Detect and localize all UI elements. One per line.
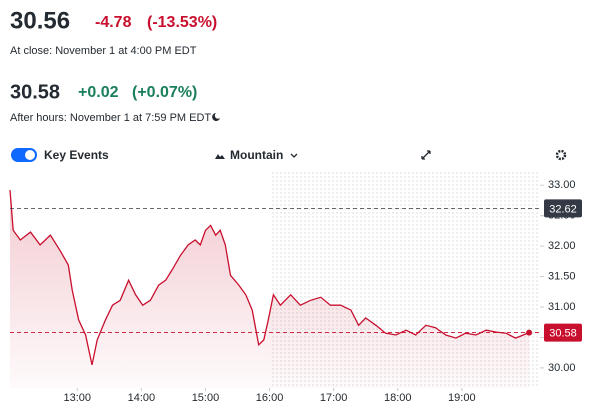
toggle-knob (25, 150, 35, 160)
chart-style[interactable]: Mountain (230, 148, 283, 162)
x-tick-label: 18:00 (384, 392, 412, 404)
x-tick-label: 19:00 (448, 392, 476, 404)
toggle-label[interactable]: Key Events (44, 148, 109, 162)
x-tick-label: 16:00 (256, 392, 284, 404)
after-change-percent: (+0.07%) (132, 84, 197, 101)
y-tick-label: 32.00 (548, 240, 576, 252)
settings-icon[interactable] (555, 149, 567, 161)
close-note: At close: November 1 at 4:00 PM EDT (10, 45, 197, 57)
price-line (9, 190, 530, 366)
after-price: 30.58 (10, 81, 60, 103)
dropdown-icon (290, 153, 298, 158)
price: 30.56 (10, 7, 70, 34)
x-tick-label: 14:00 (128, 392, 156, 404)
plot: 30.0030.5031.0031.5032.0032.5033.0013:00… (9, 170, 582, 404)
x-tick-label: 15:00 (192, 392, 220, 404)
reference-label-box (544, 323, 582, 342)
y-tick-label: 33.00 (548, 179, 576, 191)
reference-label: 30.58 (549, 327, 577, 339)
change: -4.78 (95, 14, 132, 31)
after-change: +0.02 (78, 84, 119, 101)
mountain-icon (215, 154, 225, 159)
y-tick-label: 30.00 (548, 362, 576, 374)
expand-icon[interactable] (421, 150, 431, 160)
moon-icon (212, 113, 220, 121)
y-tick-label: 31.00 (548, 301, 576, 313)
reference-label: 32.62 (549, 203, 577, 215)
after-note: After hours: November 1 at 7:59 PM EDT (10, 112, 211, 124)
change-percent: (-13.53%) (147, 14, 217, 31)
y-tick-label: 31.50 (548, 270, 576, 282)
x-tick-label: 13:00 (64, 392, 92, 404)
area (10, 190, 530, 388)
x-tick-label: 17:00 (320, 392, 348, 404)
reference-label-box (544, 199, 582, 218)
